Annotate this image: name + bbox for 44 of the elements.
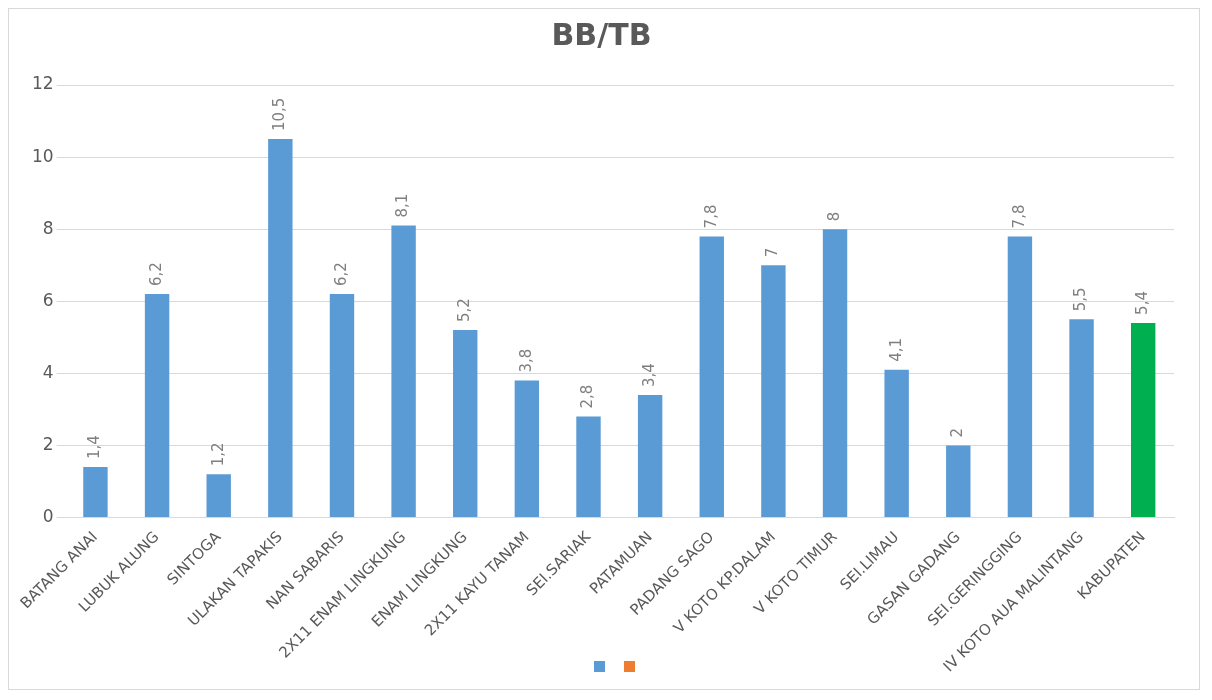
bar xyxy=(453,330,478,517)
y-tick-label: 12 xyxy=(31,73,54,94)
y-tick-label: 4 xyxy=(42,361,54,382)
data-label: 8 xyxy=(824,211,843,222)
data-label: 2,8 xyxy=(578,384,597,409)
bar xyxy=(884,369,909,517)
data-label: 10,5 xyxy=(270,97,289,132)
bar xyxy=(329,294,355,517)
data-label: 1,4 xyxy=(85,435,104,460)
data-label: 6,2 xyxy=(146,262,165,287)
data-label: 5,2 xyxy=(455,298,474,323)
bar xyxy=(576,416,601,517)
bar xyxy=(1069,319,1094,517)
data-label: 7,8 xyxy=(701,204,720,229)
data-label: 1,2 xyxy=(208,442,227,467)
bar xyxy=(83,467,108,517)
y-tick-label: 2 xyxy=(42,433,54,454)
bar xyxy=(144,294,170,517)
chart-title: BB/TB xyxy=(551,16,652,52)
data-label: 7,8 xyxy=(1009,204,1028,229)
data-label: 5,4 xyxy=(1133,291,1152,315)
data-label: 3,4 xyxy=(640,363,659,387)
y-tick-label: 6 xyxy=(42,289,54,310)
bar xyxy=(268,139,293,517)
data-label: 6,2 xyxy=(331,262,350,287)
bar xyxy=(822,229,848,517)
data-label: 7 xyxy=(763,247,782,258)
bar xyxy=(1007,236,1033,517)
data-label: 8,1 xyxy=(393,193,412,218)
bar xyxy=(946,445,971,517)
bar xyxy=(514,380,540,517)
bar xyxy=(1130,322,1156,517)
bar xyxy=(206,474,231,517)
data-label: 2 xyxy=(948,427,967,438)
data-label: 5,5 xyxy=(1071,287,1090,312)
y-tick-label: 10 xyxy=(31,145,54,166)
data-label: 3,8 xyxy=(516,348,535,373)
bar xyxy=(637,394,663,517)
bar xyxy=(761,265,786,517)
bar xyxy=(699,236,724,517)
data-label: 4,1 xyxy=(886,337,905,362)
y-tick-label: 0 xyxy=(42,505,54,526)
y-tick-label: 8 xyxy=(42,217,54,238)
bar xyxy=(391,225,416,517)
